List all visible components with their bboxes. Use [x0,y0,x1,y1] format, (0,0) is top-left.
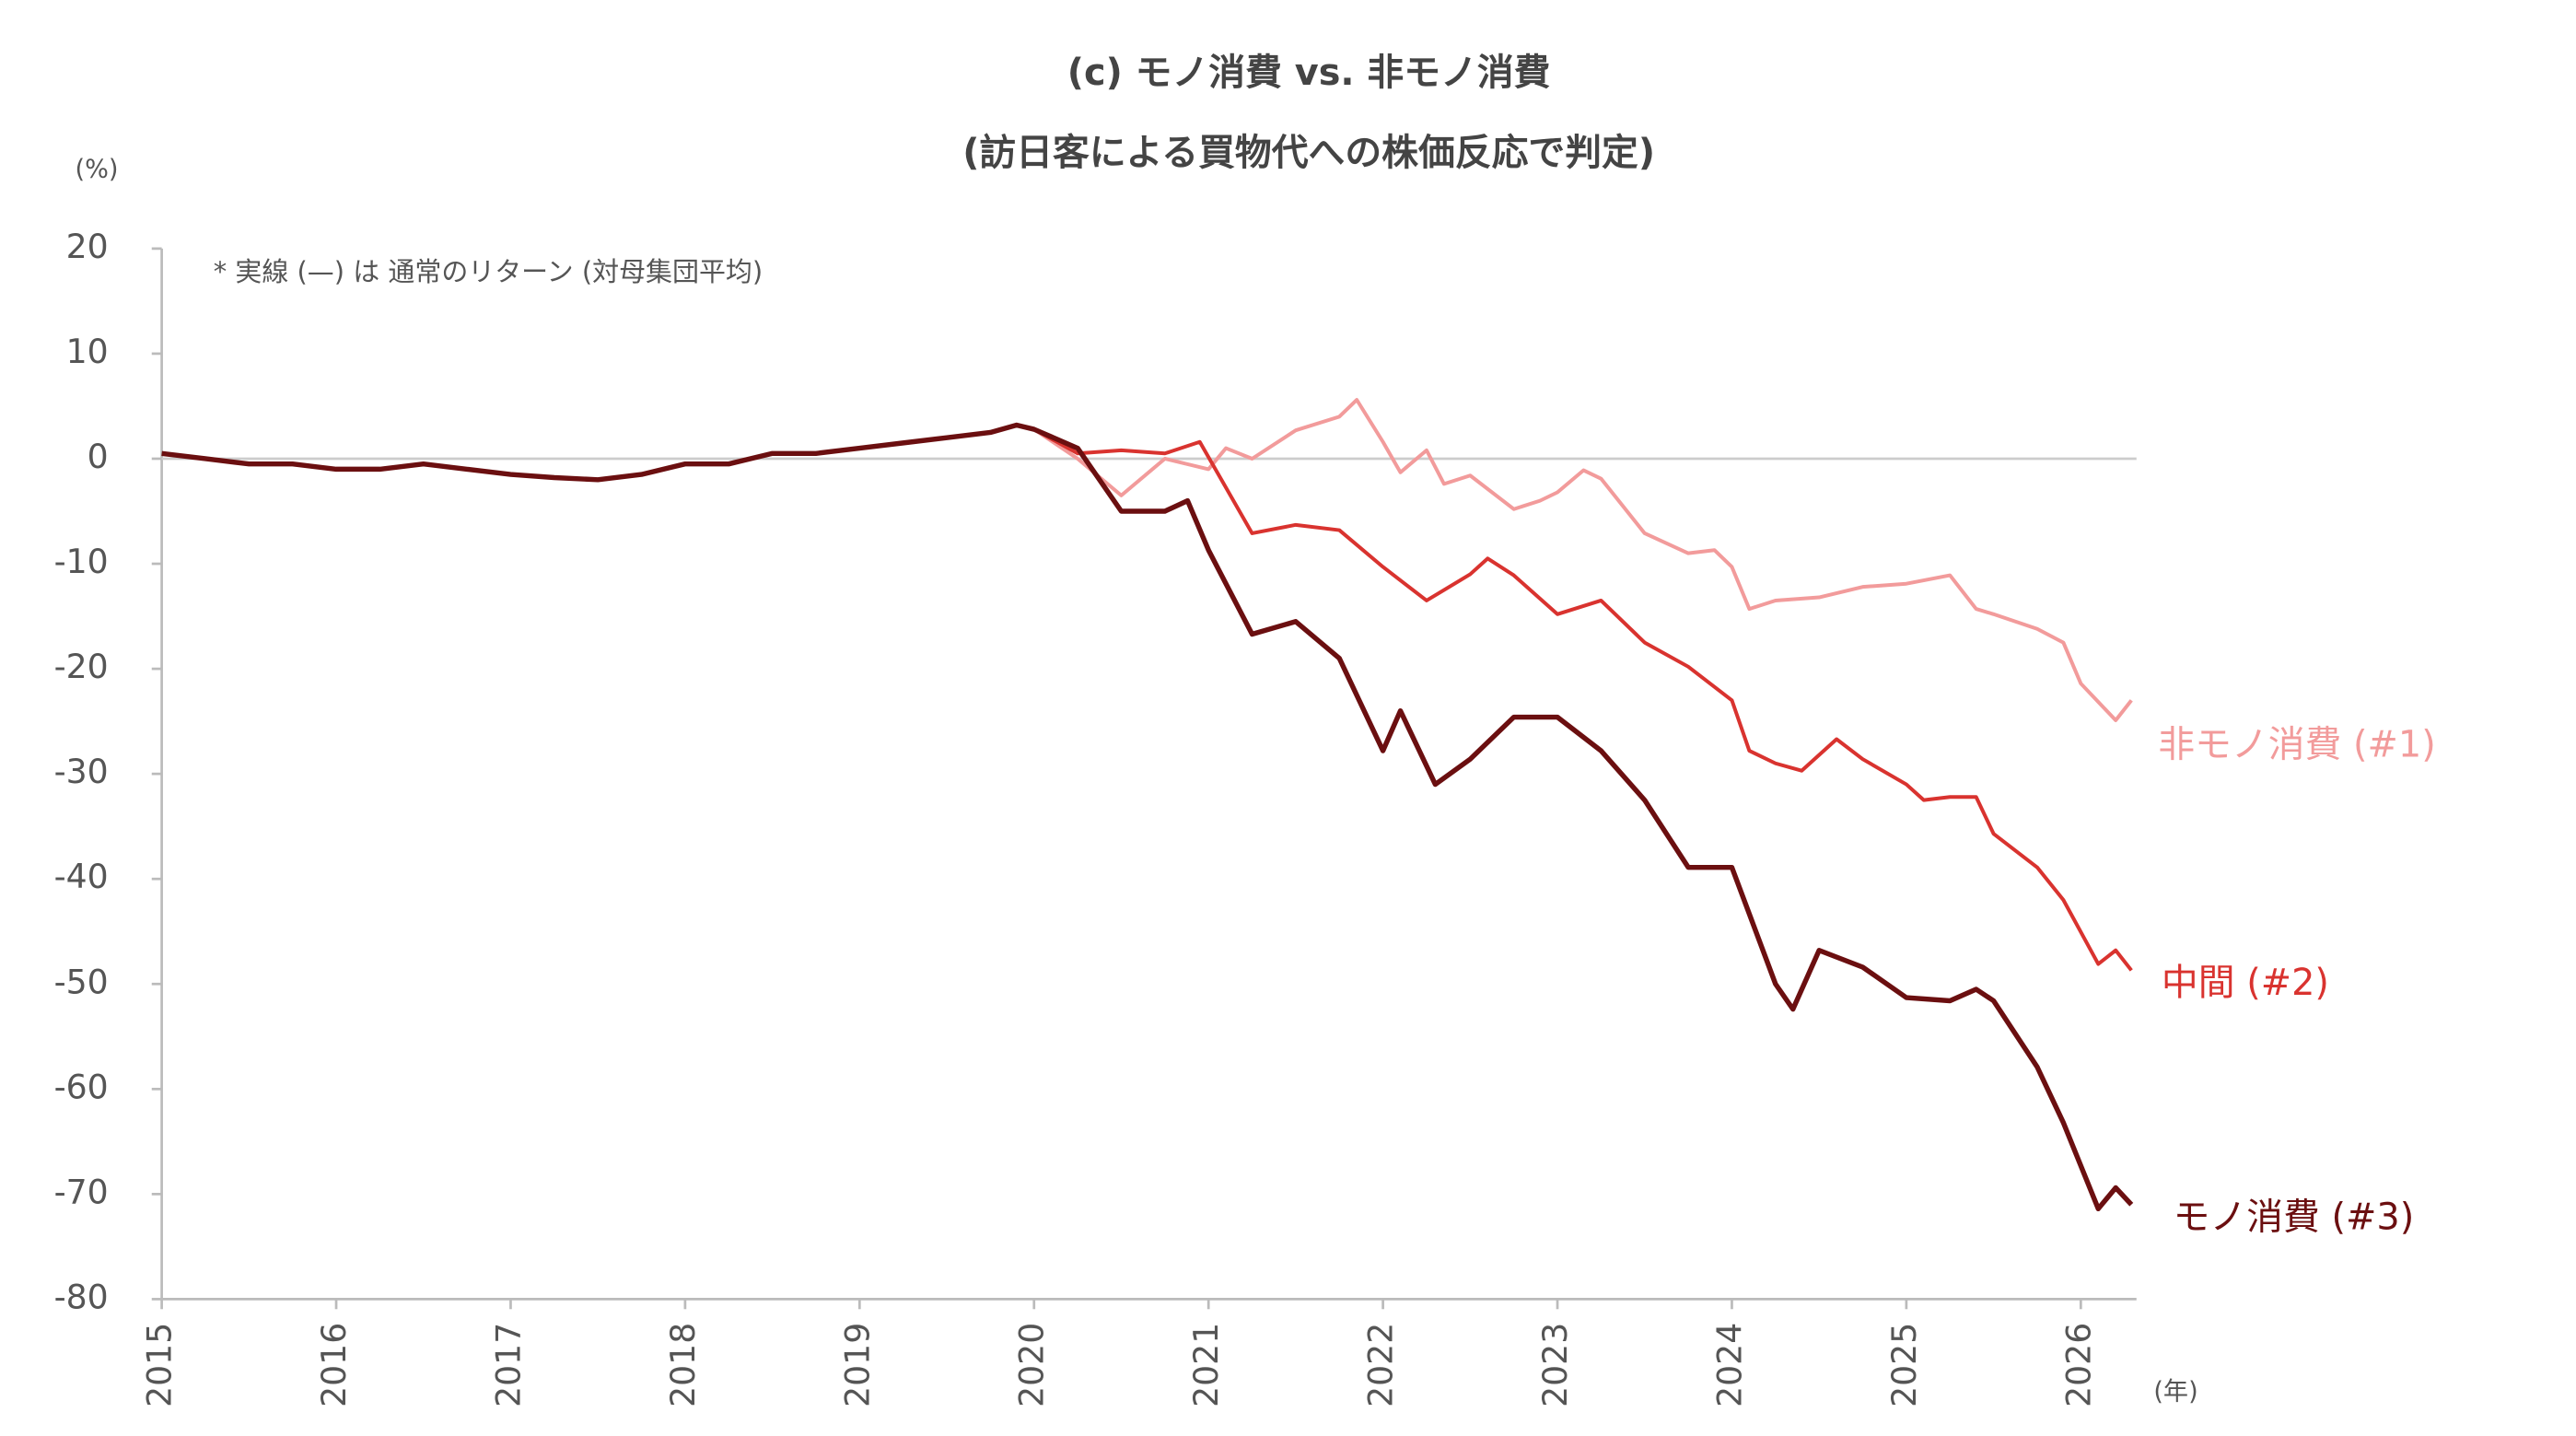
y-tick-label: 0 [87,437,109,476]
series-label: 中間 (#2) [2162,962,2329,1004]
x-tick-label: 2017 [488,1323,528,1407]
x-tick-label: 2024 [1709,1323,1749,1407]
series-label: 非モノ消費 (#1) [2158,724,2435,766]
chart-title: (c) モノ消費 vs. 非モノ消費 [1067,52,1551,94]
annotation: * 実線 (—) は 通常のリターン (対母集団平均) [214,256,763,287]
y-tick-label: -80 [54,1277,109,1316]
x-tick-label: 2026 [2058,1323,2098,1407]
x-axis-label: (年) [2153,1377,2197,1406]
series-line [161,422,2134,1212]
x-tick-label: 2016 [314,1323,354,1407]
x-tick-label: 2015 [140,1323,180,1407]
x-tick-label: 2018 [663,1323,703,1407]
series-line [1032,398,2133,722]
series-label: モノ消費 (#3) [2174,1197,2415,1239]
y-tick-label: 10 [66,332,109,371]
y-tick-label: -10 [54,542,109,581]
series-line [1032,427,2133,972]
y-tick-label: -40 [54,857,109,896]
y-tick-label: -60 [54,1067,109,1106]
y-tick-label: -20 [54,647,109,686]
x-tick-label: 2025 [1884,1323,1924,1407]
x-tick-label: 2023 [1535,1323,1575,1407]
x-tick-label: 2022 [1361,1323,1401,1407]
y-tick-label: -70 [54,1172,109,1211]
x-tick-label: 2021 [1186,1323,1226,1407]
y-tick-label: 20 [66,227,109,266]
chart-subtitle: (訪日客による買物代への株価反応で判定) [962,132,1655,174]
x-tick-label: 2020 [1012,1323,1052,1407]
y-tick-label: -30 [54,752,109,791]
y-tick-label: -50 [54,962,109,1001]
y-axis-label: (%) [76,155,119,183]
x-tick-label: 2019 [837,1323,877,1407]
